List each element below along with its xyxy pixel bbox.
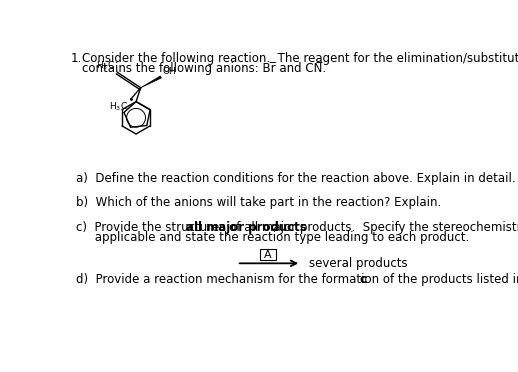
Text: H$_3$C: H$_3$C bbox=[109, 101, 128, 113]
Text: 1.: 1. bbox=[71, 52, 82, 65]
Text: OH: OH bbox=[163, 67, 176, 76]
Text: c: c bbox=[359, 273, 366, 286]
Text: several products: several products bbox=[309, 257, 408, 270]
Text: c)  Provide the structures of all major products.  Specify the stereochemistry w: c) Provide the structures of all major p… bbox=[76, 221, 518, 234]
Text: H$_3$C: H$_3$C bbox=[96, 59, 115, 71]
Text: contains the following anions: Br̅ and CN̅.: contains the following anions: Br̅ and C… bbox=[82, 62, 326, 76]
Bar bbox=[261, 250, 276, 260]
Text: .: . bbox=[364, 273, 368, 286]
Text: A: A bbox=[264, 250, 272, 260]
Text: a)  Define the reaction conditions for the reaction above. Explain in detail.: a) Define the reaction conditions for th… bbox=[76, 172, 515, 185]
Text: all major products: all major products bbox=[186, 221, 307, 234]
Text: b)  Which of the anions will take part in the reaction? Explain.: b) Which of the anions will take part in… bbox=[76, 196, 441, 209]
Text: applicable and state the reaction type leading to each product.: applicable and state the reaction type l… bbox=[76, 231, 469, 244]
Text: d)  Provide a reaction mechanism for the formation of the products listed in: d) Provide a reaction mechanism for the … bbox=[76, 273, 518, 286]
Text: Consider the following reaction.  The reagent for the elimination/substitution r: Consider the following reaction. The rea… bbox=[82, 52, 518, 65]
Polygon shape bbox=[141, 76, 162, 88]
